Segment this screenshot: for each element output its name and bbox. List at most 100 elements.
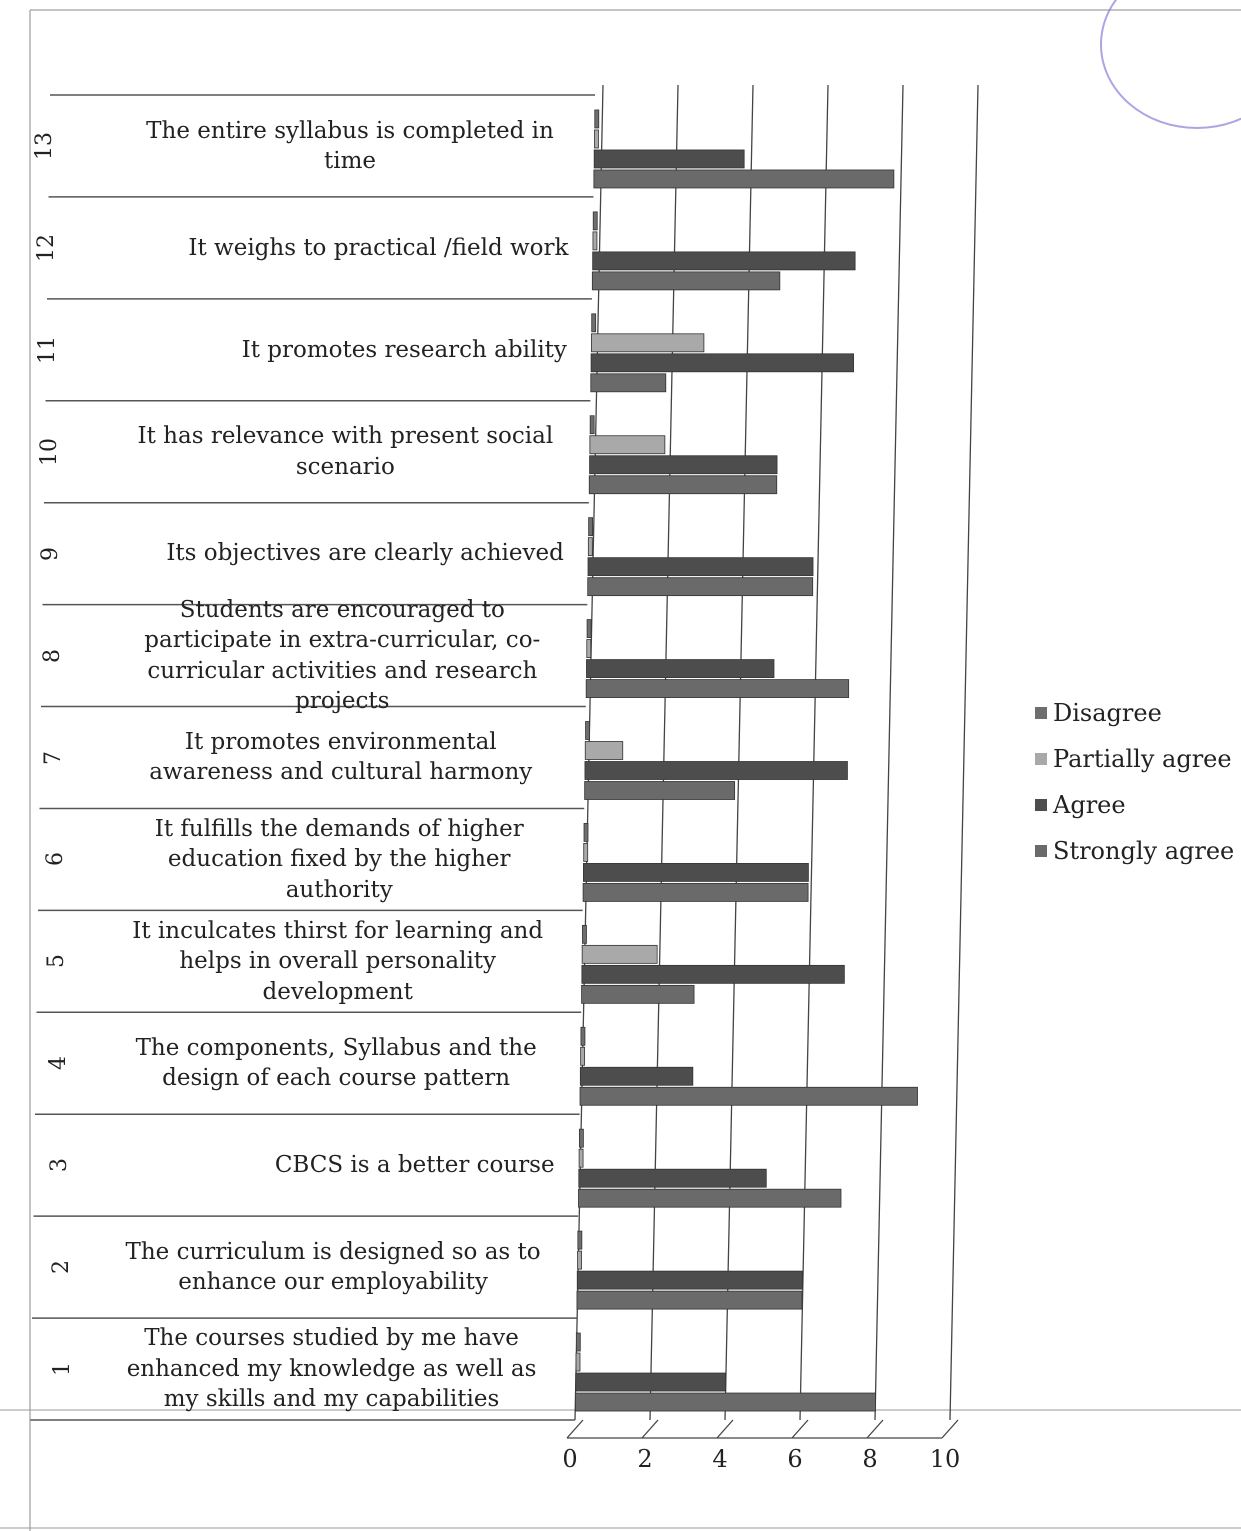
floor-tick — [716, 1419, 734, 1439]
bar-agree — [592, 251, 856, 271]
category-label: It inculcates thirst for learning and he… — [132, 917, 544, 1005]
bar-strongly-agree — [581, 984, 695, 1004]
bar-agree — [584, 761, 848, 780]
bar-agree — [587, 557, 814, 577]
category-number: 7 — [40, 750, 66, 765]
category-label: The entire syllabus is completed in time — [146, 117, 554, 174]
bar-partially-agree — [592, 231, 598, 251]
category-label: It weighs to practical /field work — [188, 234, 569, 261]
floor-tick — [641, 1419, 659, 1439]
bar-disagree — [591, 313, 597, 333]
legend-label: Disagree — [1053, 699, 1162, 727]
category-number: 3 — [46, 1158, 72, 1173]
bar-disagree — [575, 1332, 581, 1352]
legend-item: Disagree — [1035, 690, 1234, 736]
category-label: The curriculum is designed so as to enha… — [125, 1238, 541, 1296]
bar-disagree — [586, 619, 592, 638]
category-number: 6 — [42, 852, 67, 867]
category-label: It promotes environmental awareness and … — [149, 729, 533, 786]
legend-swatch — [1035, 707, 1047, 719]
bar-disagree — [589, 415, 595, 435]
bar-agree — [578, 1168, 767, 1188]
bar-strongly-agree — [590, 373, 667, 393]
bar-agree — [593, 149, 745, 169]
legend-swatch — [1035, 799, 1047, 811]
bar-partially-agree — [577, 1250, 582, 1270]
legend-label: Agree — [1053, 791, 1126, 819]
floor-tick — [566, 1419, 584, 1439]
category-label: CBCS is a better course — [274, 1152, 555, 1178]
bar-strongly-agree — [584, 781, 736, 800]
bar-strongly-agree — [582, 883, 809, 902]
bar-partially-agree — [581, 944, 658, 964]
legend-label: Partially agree — [1053, 745, 1232, 773]
x-tick-label: 10 — [929, 1445, 961, 1473]
bar-disagree — [583, 823, 589, 842]
bar-partially-agree — [589, 435, 666, 455]
category-label: Students are encouraged to participate i… — [144, 596, 541, 714]
bar-disagree — [580, 1026, 586, 1046]
legend: Disagree Partially agree Agree Strongly agr… — [1035, 690, 1234, 874]
bar-strongly-agree — [587, 577, 814, 597]
category-number: 1 — [49, 1362, 75, 1377]
gridline — [799, 84, 829, 1421]
category-number: 9 — [37, 546, 63, 561]
bar-partially-agree — [584, 741, 624, 760]
bar-strongly-agree — [575, 1392, 876, 1412]
bar-agree — [590, 353, 854, 373]
bar-partially-agree — [586, 639, 592, 658]
bar-partially-agree — [580, 1046, 586, 1066]
bar-partially-agree — [575, 1352, 581, 1372]
bar-disagree — [592, 211, 598, 231]
category-label: The components, Syllabus and the design … — [135, 1034, 537, 1092]
floor-tick — [866, 1419, 884, 1439]
bar-disagree — [594, 109, 600, 129]
x-tick-label: 2 — [637, 1445, 653, 1473]
x-tick-label: 6 — [787, 1445, 803, 1473]
bar-strongly-agree — [576, 1290, 803, 1310]
bar-agree — [579, 1066, 694, 1086]
bar-partially-agree — [578, 1148, 584, 1168]
bar-disagree — [578, 1128, 584, 1148]
category-number: 12 — [33, 233, 58, 262]
floor-tick — [791, 1419, 809, 1439]
bar-agree — [576, 1270, 803, 1290]
x-tick-label: 0 — [562, 1445, 578, 1473]
category-number: 5 — [43, 954, 69, 969]
gridline — [949, 84, 979, 1421]
bar-agree — [581, 964, 845, 984]
category-number: 13 — [31, 131, 57, 160]
category-label: It fulfills the demands of higher educat… — [154, 815, 524, 903]
legend-item: Strongly agree — [1035, 828, 1234, 874]
category-label: The courses studied by me have enhanced … — [126, 1325, 537, 1413]
legend-label: Strongly agree — [1053, 837, 1235, 865]
category-number: 8 — [39, 648, 64, 663]
category-number: 11 — [34, 335, 60, 364]
bar-agree — [589, 455, 778, 475]
bar-strongly-agree — [585, 679, 850, 698]
category-label: It promotes research ability — [241, 336, 567, 363]
legend-swatch — [1035, 753, 1047, 765]
category-number: 4 — [45, 1056, 70, 1071]
bar-strongly-agree — [579, 1086, 918, 1106]
legend-item: Agree — [1035, 782, 1234, 828]
bar-strongly-agree — [588, 475, 778, 495]
bar-partially-agree — [590, 333, 705, 353]
bar-strongly-agree — [578, 1188, 842, 1208]
floor-tick — [941, 1419, 959, 1439]
category-number: 10 — [36, 437, 61, 466]
bar-partially-agree — [587, 537, 593, 557]
bar-agree — [583, 863, 809, 882]
bar-agree — [575, 1372, 727, 1392]
category-label: Its objectives are clearly achieved — [166, 540, 564, 567]
bar-agree — [586, 659, 775, 678]
category-number: 2 — [48, 1260, 73, 1275]
bar-disagree — [577, 1230, 583, 1250]
gridline — [874, 84, 904, 1421]
bar-disagree — [585, 721, 590, 740]
bar-partially-agree — [594, 129, 599, 149]
legend-item: Partially agree — [1035, 736, 1234, 782]
legend-swatch — [1035, 845, 1047, 857]
bar-strongly-agree — [593, 169, 895, 189]
